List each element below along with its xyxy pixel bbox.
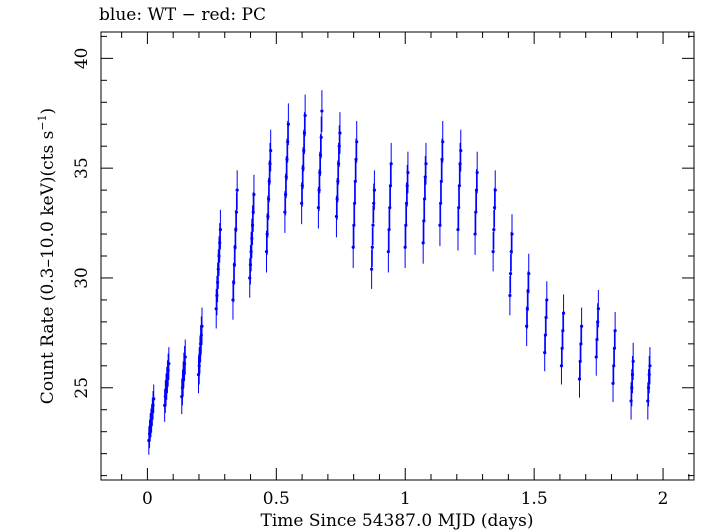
data-point [167,362,171,366]
data-point [352,223,356,227]
data-point [508,271,513,276]
y-tick-label: 40 [72,48,92,70]
data-point [404,223,408,227]
data-point [459,148,463,153]
data-point [403,245,407,249]
data-point [218,228,223,232]
y-tick-label: 25 [72,377,92,399]
data-point [319,135,323,140]
data-point [320,109,324,113]
data-point [439,179,443,183]
data-point [303,113,307,118]
data-point [438,223,442,227]
data-point [596,307,600,311]
data-point [200,324,204,328]
plot-frame [100,31,695,481]
data-point [474,210,478,214]
data-point [613,329,617,333]
y-axis-label-sup: −1 [36,114,49,130]
data-point [475,170,479,175]
data-point [371,223,375,227]
x-tick-label: 1.5 [521,489,548,509]
data-point [386,250,390,254]
data-point [527,271,531,276]
data-point [351,245,355,249]
data-point [648,364,652,368]
y-axis-label: Count Rate (0.3–10.0 keV)(cts s−1) [36,108,58,404]
x-tick-label: 2 [658,489,669,509]
data-point [234,210,239,214]
y-axis-label-close: ) [38,108,58,115]
x-tick-label: 1 [400,489,411,509]
data-point [457,184,461,188]
data-point [456,228,460,232]
data-point [424,162,428,166]
data-point [370,267,374,271]
data-point [152,397,156,401]
data-point [491,250,495,254]
data-point [510,232,514,236]
data-point [457,206,461,210]
data-point [388,206,392,210]
data-point [388,184,393,188]
data-point [561,311,566,315]
x-axis-label: Time Since 54387.0 MJD (days) [261,511,534,531]
data-point [545,298,549,302]
data-point [473,232,477,236]
x-axis: 0 0.5 1 1.5 2 [121,32,690,509]
data-point [338,131,342,135]
chart-title: blue: WT − red: PC [99,5,266,25]
y-axis: 25 30 35 40 [72,35,694,477]
data-point [580,324,584,328]
data-point [492,228,496,232]
data-point [353,201,357,205]
x-tick-label: 0.5 [263,489,290,509]
data-points [147,90,652,455]
data-point [355,140,359,144]
data-point [421,241,425,245]
y-tick-label: 30 [72,267,92,289]
data-point [493,188,497,192]
data-point [439,201,443,205]
y-tick-label: 35 [72,157,92,179]
data-point [235,188,239,192]
data-point [422,197,427,201]
data-point [422,219,426,223]
data-point [508,293,512,298]
data-point [631,359,635,364]
data-point [387,228,391,232]
data-point [252,192,256,197]
data-point [372,188,377,192]
data-point [269,148,273,153]
x-tick-label: 0 [142,489,153,509]
data-point [389,162,393,166]
data-point [370,245,374,249]
data-point [353,179,357,183]
data-point [406,170,410,175]
y-axis-label-main: Count Rate (0.3–10.0 keV)(cts s [38,131,58,405]
data-point [441,140,445,144]
data-point [183,355,187,359]
data-point [286,122,290,126]
